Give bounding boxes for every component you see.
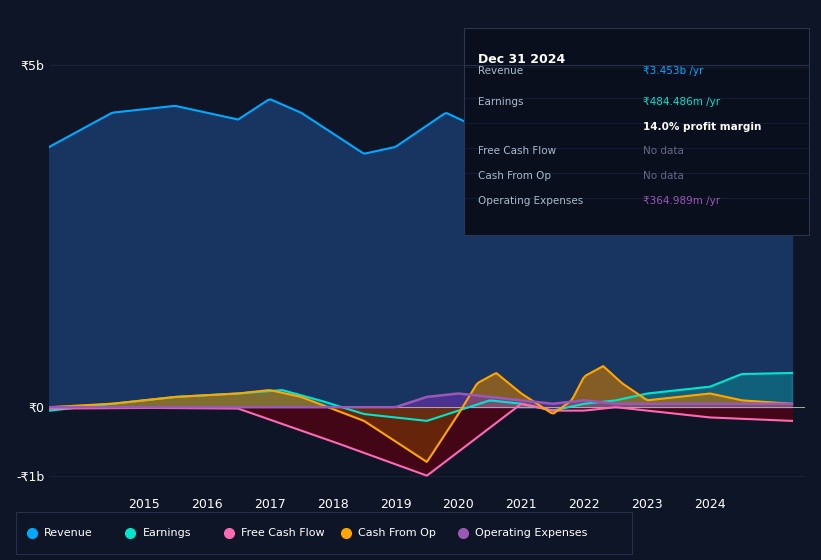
Text: Earnings: Earnings: [478, 97, 523, 107]
Text: Free Cash Flow: Free Cash Flow: [241, 529, 325, 538]
Text: Revenue: Revenue: [44, 529, 93, 538]
Text: Free Cash Flow: Free Cash Flow: [478, 147, 556, 156]
Text: No data: No data: [643, 171, 684, 181]
Text: Revenue: Revenue: [478, 66, 523, 76]
Text: Earnings: Earnings: [143, 529, 191, 538]
Text: 14.0% profit margin: 14.0% profit margin: [643, 122, 762, 132]
Text: ₹364.989m /yr: ₹364.989m /yr: [643, 196, 720, 206]
Text: Dec 31 2024: Dec 31 2024: [478, 53, 565, 66]
Text: ₹3.453b /yr: ₹3.453b /yr: [643, 66, 704, 76]
Text: Operating Expenses: Operating Expenses: [478, 196, 583, 206]
Text: Operating Expenses: Operating Expenses: [475, 529, 588, 538]
Text: No data: No data: [643, 147, 684, 156]
Text: ₹484.486m /yr: ₹484.486m /yr: [643, 97, 720, 107]
Text: Cash From Op: Cash From Op: [358, 529, 436, 538]
Text: Cash From Op: Cash From Op: [478, 171, 551, 181]
